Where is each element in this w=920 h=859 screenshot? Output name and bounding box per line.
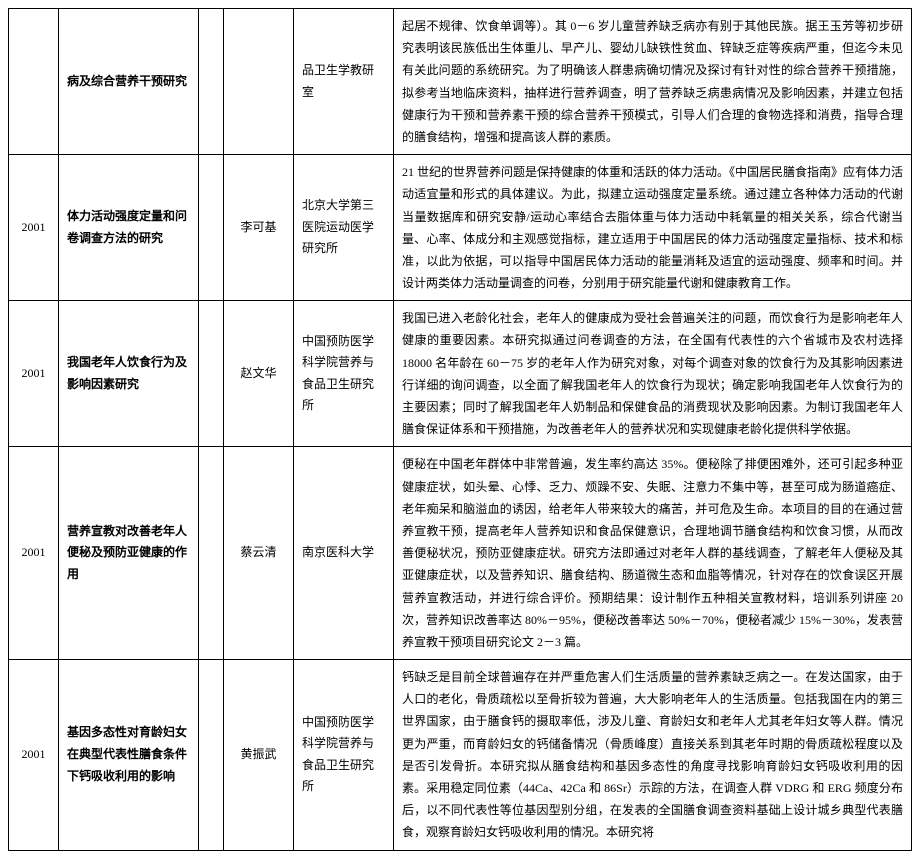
table-row: 2001我国老年人饮食行为及影响因素研究赵文华中国预防医学科学院营养与食品卫生研…: [9, 301, 912, 447]
year-cell: 2001: [9, 155, 59, 301]
description-cell: 便秘在中国老年群体中非常普遍，发生率约高达 35%。便秘除了排便困难外，还可引起…: [394, 447, 912, 660]
table-row: 2001营养宣教对改善老年人便秘及预防亚健康的作用蔡云清南京医科大学便秘在中国老…: [9, 447, 912, 660]
year-cell: [9, 9, 59, 155]
year-cell: 2001: [9, 301, 59, 447]
table-row: 2001基因多态性对育龄妇女在典型代表性膳食条件下钙吸收利用的影响黄振武中国预防…: [9, 660, 912, 851]
institution-cell: 中国预防医学科学院营养与食品卫生研究所: [294, 660, 394, 851]
title-cell: 基因多态性对育龄妇女在典型代表性膳食条件下钙吸收利用的影响: [59, 660, 199, 851]
empty-cell: [199, 447, 224, 660]
description-cell: 起居不规律、饮食单调等）。其 0－6 岁儿童营养缺乏病亦有别于其他民族。据王玉芳…: [394, 9, 912, 155]
institution-cell: 北京大学第三医院运动医学研究所: [294, 155, 394, 301]
table-row: 2001体力活动强度定量和问卷调查方法的研究李可基北京大学第三医院运动医学研究所…: [9, 155, 912, 301]
description-cell: 我国已进入老龄化社会，老年人的健康成为受社会普遍关注的问题，而饮食行为是影响老年…: [394, 301, 912, 447]
institution-cell: 品卫生学教研室: [294, 9, 394, 155]
year-cell: 2001: [9, 447, 59, 660]
table-row: 病及综合营养干预研究品卫生学教研室起居不规律、饮食单调等）。其 0－6 岁儿童营…: [9, 9, 912, 155]
institution-cell: 中国预防医学科学院营养与食品卫生研究所: [294, 301, 394, 447]
title-cell: 体力活动强度定量和问卷调查方法的研究: [59, 155, 199, 301]
description-cell: 21 世纪的世界营养问题是保持健康的体重和活跃的体力活动。《中国居民膳食指南》应…: [394, 155, 912, 301]
title-cell: 我国老年人饮食行为及影响因素研究: [59, 301, 199, 447]
empty-cell: [199, 301, 224, 447]
author-cell: 黄振武: [224, 660, 294, 851]
empty-cell: [199, 9, 224, 155]
research-table: 病及综合营养干预研究品卫生学教研室起居不规律、饮食单调等）。其 0－6 岁儿童营…: [8, 8, 912, 851]
empty-cell: [199, 155, 224, 301]
year-cell: 2001: [9, 660, 59, 851]
title-cell: 营养宣教对改善老年人便秘及预防亚健康的作用: [59, 447, 199, 660]
author-cell: 赵文华: [224, 301, 294, 447]
author-cell: [224, 9, 294, 155]
institution-cell: 南京医科大学: [294, 447, 394, 660]
author-cell: 蔡云清: [224, 447, 294, 660]
description-cell: 钙缺乏是目前全球普遍存在并严重危害人们生活质量的营养素缺乏病之一。在发达国家，由…: [394, 660, 912, 851]
empty-cell: [199, 660, 224, 851]
title-cell: 病及综合营养干预研究: [59, 9, 199, 155]
author-cell: 李可基: [224, 155, 294, 301]
